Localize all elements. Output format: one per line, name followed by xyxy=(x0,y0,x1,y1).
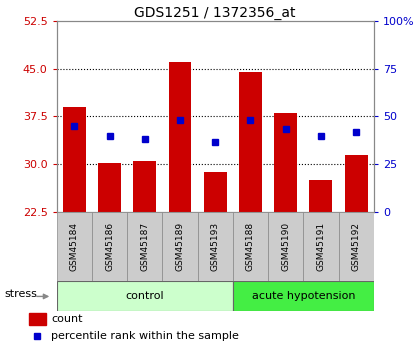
Text: percentile rank within the sample: percentile rank within the sample xyxy=(51,331,239,341)
Text: GSM45192: GSM45192 xyxy=(352,222,361,271)
Text: GSM45187: GSM45187 xyxy=(140,222,149,271)
Bar xyxy=(92,212,127,281)
Bar xyxy=(168,62,192,212)
Text: acute hypotension: acute hypotension xyxy=(252,291,355,301)
Bar xyxy=(274,113,297,212)
Title: GDS1251 / 1372356_at: GDS1251 / 1372356_at xyxy=(134,6,296,20)
Bar xyxy=(339,212,374,281)
Bar xyxy=(133,161,156,212)
Text: GSM45189: GSM45189 xyxy=(176,222,184,271)
Bar xyxy=(204,172,227,212)
Bar xyxy=(345,155,368,212)
Bar xyxy=(233,281,374,310)
Bar xyxy=(63,107,86,212)
Text: GSM45184: GSM45184 xyxy=(70,222,79,271)
Bar xyxy=(57,212,92,281)
Bar xyxy=(310,180,332,212)
Text: GSM45193: GSM45193 xyxy=(211,222,220,271)
Text: control: control xyxy=(126,291,164,301)
Text: GSM45191: GSM45191 xyxy=(316,222,326,271)
Text: GSM45186: GSM45186 xyxy=(105,222,114,271)
Bar xyxy=(29,313,46,325)
Bar xyxy=(198,212,233,281)
Bar xyxy=(239,72,262,212)
Bar xyxy=(98,163,121,212)
Bar xyxy=(268,212,303,281)
Bar xyxy=(233,212,268,281)
Text: GSM45188: GSM45188 xyxy=(246,222,255,271)
Text: count: count xyxy=(51,314,83,324)
Text: stress: stress xyxy=(5,289,37,299)
Bar xyxy=(303,212,339,281)
Bar xyxy=(127,212,163,281)
Bar xyxy=(163,212,198,281)
Bar xyxy=(57,281,233,310)
Text: GSM45190: GSM45190 xyxy=(281,222,290,271)
